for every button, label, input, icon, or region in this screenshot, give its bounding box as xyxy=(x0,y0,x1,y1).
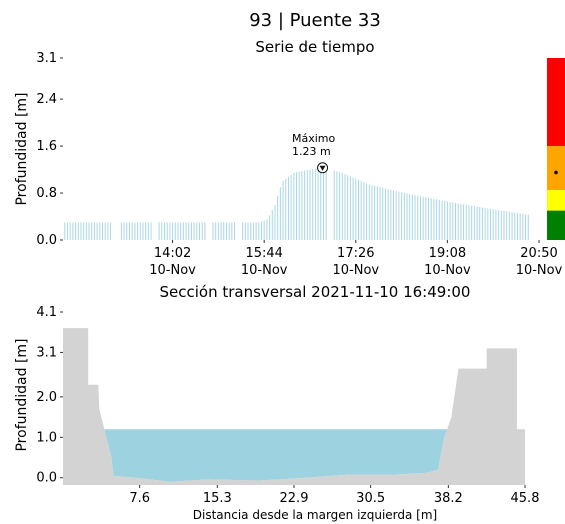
crosssection-x-axis-label: Distancia desde la margen izquierda [m] xyxy=(193,508,437,522)
terrain-area xyxy=(63,328,525,485)
x-tick-label: 22.9 xyxy=(280,491,309,506)
x-tick-date-label: 10-Nov xyxy=(332,263,379,278)
x-tick-time-label: 14:02 xyxy=(154,246,191,261)
crosssection-y-axis-label: Profundidad [m] xyxy=(14,338,30,451)
chart-title: 93 | Puente 33 xyxy=(249,10,381,31)
x-tick-date-label: 10-Nov xyxy=(516,263,563,278)
y-tick-label: 2.0 xyxy=(36,390,57,405)
x-tick-date-label: 10-Nov xyxy=(424,263,471,278)
timeseries-y-axis-label: Profundidad [m] xyxy=(14,92,30,205)
level-scale xyxy=(547,58,565,240)
crosssection-x-axis: 7.6 15.3 22.9 30.5 38.2 45.8 xyxy=(129,485,539,506)
y-tick-label: 3.1 xyxy=(36,51,57,66)
crosssection-subtitle: Sección transversal 2021-11-10 16:49:00 xyxy=(160,283,471,301)
x-tick-date-label: 10-Nov xyxy=(149,263,196,278)
y-tick-label: 1.0 xyxy=(36,430,57,445)
crosssection-y-axis: 0.0 1.0 2.0 3.1 4.1 xyxy=(36,305,63,486)
timeseries-subtitle: Serie de tiempo xyxy=(255,38,374,56)
level-band xyxy=(547,58,565,147)
y-tick-label: 0.8 xyxy=(36,186,57,201)
y-tick-label: 2.4 xyxy=(36,92,57,107)
level-band xyxy=(547,146,565,191)
x-tick-time-label: 19:08 xyxy=(429,246,466,261)
x-tick-label: 38.2 xyxy=(434,491,463,506)
current-level-dot xyxy=(554,170,558,175)
y-tick-label: 3.1 xyxy=(36,345,57,360)
x-tick-label: 15.3 xyxy=(203,491,232,506)
maximum-marker xyxy=(317,162,329,174)
x-tick-time-label: 15:44 xyxy=(245,246,282,261)
timeseries-panel: Serie de tiempo 0.0 0.8 1.6 2.4 3.1 14:02 10-… xyxy=(14,38,565,278)
crosssection-shapes xyxy=(63,328,525,485)
maximum-label: Máximo xyxy=(292,132,336,145)
maximum-annotation: Máximo 1.23 m xyxy=(292,132,336,174)
y-tick-label: 0.0 xyxy=(36,471,57,486)
timeseries-bars xyxy=(64,168,529,240)
x-tick-time-label: 20:50 xyxy=(520,246,557,261)
x-tick-label: 7.6 xyxy=(129,491,150,506)
y-tick-label: 1.6 xyxy=(36,139,57,154)
maximum-marker-triangle xyxy=(319,165,326,171)
level-band xyxy=(547,210,565,240)
timeseries-x-axis: 14:02 10-Nov 15:44 10-Nov 17:26 10-Nov 19:08 10… xyxy=(149,240,563,278)
x-tick-date-label: 10-Nov xyxy=(241,263,288,278)
timeseries-y-axis: 0.0 0.8 1.6 2.4 3.1 xyxy=(36,51,63,248)
crosssection-panel: Sección transversal 2021-11-10 16:49:00 … xyxy=(14,283,539,522)
x-tick-time-label: 17:26 xyxy=(337,246,374,261)
maximum-value: 1.23 m xyxy=(292,145,331,158)
level-band xyxy=(547,190,565,211)
y-tick-label: 4.1 xyxy=(36,305,57,320)
x-tick-label: 30.5 xyxy=(356,491,385,506)
x-tick-label: 45.8 xyxy=(511,491,540,506)
y-tick-label: 0.0 xyxy=(36,233,57,248)
water-area xyxy=(104,429,448,482)
